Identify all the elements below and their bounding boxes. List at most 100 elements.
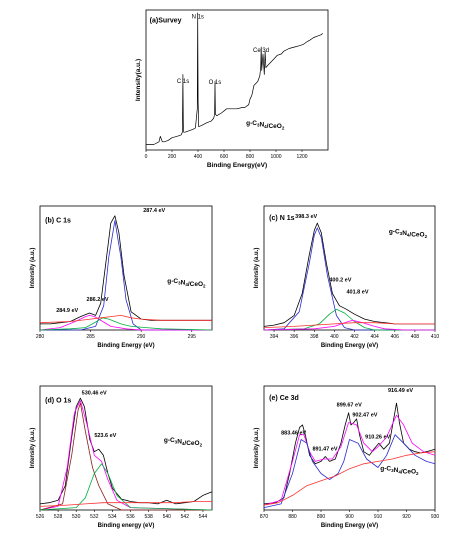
peak-annotation: 400.2 eV [329,277,351,283]
y-axis-label: Intensity (a.u.) [254,248,260,289]
x-tick-label: 0 [145,154,148,160]
panel-name: N 1s [280,215,295,222]
series-line-2 [39,315,212,331]
x-tick-label: 532 [90,514,99,520]
sample-label-c1s: g-C3N4/CeO2 [167,278,206,289]
peak-annotation: 883.46 eV [281,431,306,437]
x-tick-label: 534 [108,514,117,520]
x-axis-label: Binding Energy (eV) [321,343,378,349]
x-tick-label: 528 [54,514,63,520]
peak-label: N 1s [192,14,204,20]
x-tick-label: 1000 [270,154,281,160]
series-line-0 [263,402,436,505]
series-line-3 [263,319,435,331]
x-tick-label: 526 [36,514,45,520]
plot-frame [263,205,436,331]
x-tick-label: 536 [126,514,135,520]
plot-frame [39,385,213,511]
peak-annotation: 899.67 eV [337,403,362,409]
x-tick-label: 544 [199,514,208,520]
series-line-0 [146,12,324,145]
x-tick-label: 920 [402,514,411,520]
series-line-2 [39,402,212,511]
series-line-4 [263,322,435,328]
panel-letter: (b) [45,217,54,224]
y-axis-label: Intensity(a.u.) [135,59,142,101]
peak-label: Ce 3d [253,48,269,54]
panel-title: (c) N 1s [269,215,294,222]
x-tick-label: 930 [431,514,440,520]
x-tick-label: 400 [330,334,339,340]
x-tick-label: 530 [72,514,81,520]
sample-label-o1s: g-C3N4/CeO2 [164,437,203,448]
panel-letter: (c) [269,215,278,222]
plot-frame [39,205,213,331]
peak-annotation: 902.47 eV [352,412,377,418]
series-line-0 [263,222,435,327]
panel-title: (d) O 1s [45,397,71,404]
x-axis-label: Binding energy (eV) [98,523,155,529]
peak-annotation: 530.46 eV [82,391,107,397]
x-tick-label: 394 [270,334,279,340]
series-line-2 [263,434,436,508]
panel-name: O 1s [56,397,71,404]
chart-panel-2: 394 396 398 400 402 404 406 408 410 (c) N 1s g-C3N4… [254,205,439,349]
panel-name: C 1s [56,217,71,224]
x-tick-label: 600 [220,154,229,160]
plot-frame [145,9,329,151]
panel-title: (e) Ce 3d [269,395,299,402]
x-tick-label: 538 [144,514,153,520]
x-tick-label: 200 [168,154,177,160]
x-tick-label: 890 [317,514,326,520]
chart-panel-0: 0 200 400 600 800 1000 1200 (a)Survey g-C3N4/CeO… [135,9,329,169]
peak-label: O 1s [209,80,222,86]
x-tick-label: 402 [350,334,359,340]
x-tick-label: 900 [345,514,354,520]
x-tick-label: 542 [181,514,190,520]
x-tick-label: 396 [290,334,299,340]
x-tick-label: 870 [260,514,269,520]
y-axis-label: Intensity (a.u.) [30,428,36,469]
x-tick-label: 295 [188,334,197,340]
x-tick-label: 406 [391,334,400,340]
peak-annotation: 284.9 eV [56,308,78,314]
peak-annotation: 401.8 eV [346,290,368,296]
panel-name: Ce 3d [280,395,299,402]
series-line-4 [39,501,212,507]
series-line-3 [39,317,213,331]
chart-panel-1: 280 285 290 295 (b) C 1s g-C3N4/CeO2 Binding En… [30,205,213,349]
x-tick-label: 540 [163,514,172,520]
series-line-1 [263,227,435,331]
sample-label-survey: g-C3N4/CeO2 [246,120,285,131]
x-tick-label: 910 [374,514,383,520]
series-line-1 [39,400,213,511]
chart-panel-3: 526 528 530 532 534 536 538 540 542 544 (d) O 1s g-C… [30,385,213,529]
panel-name: Survey [158,17,181,24]
peak-annotation: 523.6 eV [94,433,116,439]
x-tick-label: 404 [370,334,379,340]
x-axis-label: Binding Energy(eV) [207,162,267,169]
series-line-3 [263,451,436,506]
peak-annotation: 916.49 eV [388,388,413,394]
panel-title: (b) C 1s [45,217,71,224]
peak-annotation: 910.26 eV [365,434,390,440]
x-tick-label: 408 [411,334,420,340]
x-tick-label: 285 [86,334,95,340]
x-tick-label: 880 [288,514,297,520]
panel-letter: (a) [150,17,159,24]
x-tick-label: 398 [310,334,319,340]
panel-letter: (e) [269,395,278,402]
peak-annotation: 287.4 eV [143,208,165,214]
series-line-4 [39,315,212,324]
panel-title: (a)Survey [150,17,182,24]
x-tick-label: 400 [194,154,203,160]
x-tick-label: 1200 [296,154,307,160]
series-line-1 [263,414,436,506]
panel-letter: (d) [45,397,54,404]
y-axis-label: Intensity (a.u.) [30,248,36,289]
sample-label-n1s: g-C3N4/CeO2 [389,228,428,239]
y-axis-label: Intensity (a.u.) [254,428,260,469]
x-axis-label: Binding Energy (eV) [321,523,378,529]
series-line-2 [263,308,435,331]
